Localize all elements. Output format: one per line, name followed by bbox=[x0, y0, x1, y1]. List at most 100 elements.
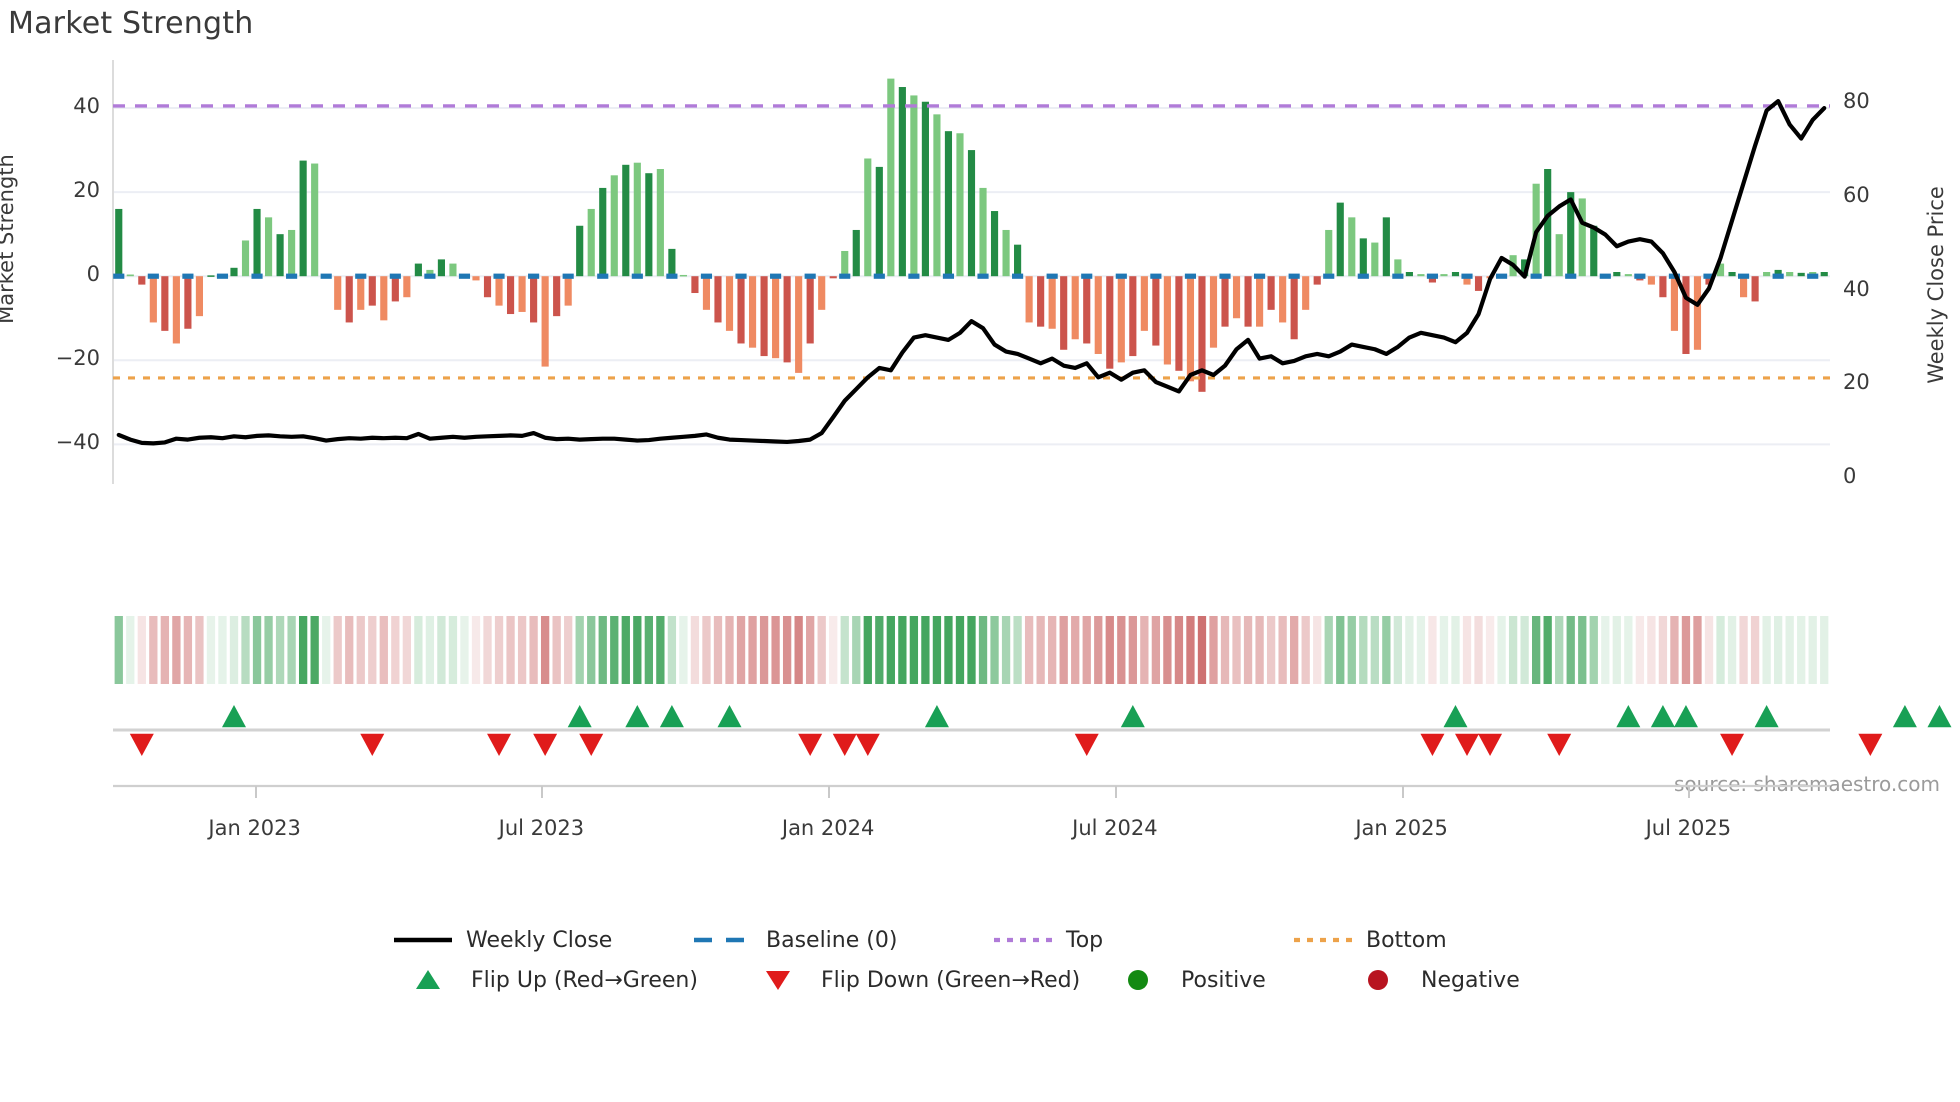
flip-down-marker bbox=[1455, 733, 1480, 756]
heatmap-cell bbox=[275, 616, 285, 684]
bar bbox=[1659, 276, 1667, 298]
heatmap-cell bbox=[494, 616, 504, 684]
bar bbox=[944, 131, 953, 277]
bar bbox=[1774, 269, 1782, 277]
bar bbox=[887, 78, 895, 277]
bar bbox=[1348, 217, 1356, 277]
legend-item[interactable]: Flip Down (Green→Red) bbox=[735, 960, 1095, 1000]
heatmap-cell bbox=[1820, 616, 1829, 684]
flip-up-marker bbox=[1443, 705, 1468, 728]
heatmap-cell bbox=[1013, 616, 1022, 684]
bar bbox=[1693, 276, 1702, 350]
bar bbox=[1244, 276, 1252, 327]
legend-item[interactable]: Negative bbox=[1335, 960, 1575, 1000]
bar bbox=[841, 250, 849, 277]
heatmap-cell bbox=[1001, 616, 1011, 684]
heatmap-cell bbox=[1301, 616, 1310, 684]
flip-up-marker bbox=[1650, 705, 1675, 728]
heatmap-cell bbox=[1174, 616, 1184, 684]
heatmap-cell bbox=[932, 616, 942, 684]
bar bbox=[1463, 276, 1471, 285]
heatmap-cell bbox=[1024, 616, 1034, 684]
bar-series bbox=[115, 78, 1828, 392]
x-axis-tickmark bbox=[828, 786, 831, 798]
heatmap-cell bbox=[667, 616, 677, 684]
triangle-up-icon bbox=[416, 970, 440, 989]
bar bbox=[691, 276, 699, 294]
heatmap-cell bbox=[206, 616, 216, 684]
heatmap-cell bbox=[1082, 616, 1091, 684]
bar bbox=[1544, 169, 1552, 277]
bar bbox=[161, 276, 169, 331]
legend-label: Top bbox=[1066, 927, 1104, 953]
heatmap-cell bbox=[1313, 616, 1322, 684]
bar bbox=[230, 267, 238, 277]
heatmap-cell bbox=[160, 616, 170, 684]
heatmap-cell bbox=[264, 616, 273, 684]
heatmap-cell bbox=[713, 616, 723, 684]
heatmap-cell bbox=[644, 616, 653, 684]
legend-item[interactable]: Weekly Close bbox=[380, 920, 680, 960]
legend-glyph bbox=[385, 967, 471, 993]
heatmap-cell bbox=[1278, 616, 1287, 684]
heatmap-cell bbox=[414, 616, 423, 684]
bar bbox=[910, 95, 918, 277]
legend-item[interactable]: Baseline (0) bbox=[680, 920, 980, 960]
heatmap-cell bbox=[471, 616, 481, 684]
heatmap-cell bbox=[126, 616, 135, 684]
heatmap-cell bbox=[817, 616, 826, 684]
bar bbox=[495, 276, 503, 306]
legend-glyph bbox=[680, 927, 766, 953]
heatmap-cell bbox=[229, 616, 239, 684]
bar bbox=[253, 208, 261, 277]
bar bbox=[818, 276, 826, 310]
flip-down-marker bbox=[487, 733, 512, 756]
legend-item[interactable]: Top bbox=[980, 920, 1280, 960]
bar bbox=[622, 164, 630, 277]
bar bbox=[737, 276, 745, 344]
heatmap-cell bbox=[898, 616, 907, 684]
bar bbox=[264, 217, 273, 277]
heatmap-cell bbox=[598, 616, 607, 684]
legend-item[interactable]: Positive bbox=[1095, 960, 1335, 1000]
flip-up-marker bbox=[924, 705, 949, 728]
y-axis-left-tick: 0 bbox=[86, 262, 100, 287]
bar bbox=[1048, 276, 1056, 329]
heatmap-cell bbox=[1117, 616, 1126, 684]
heatmap-cell bbox=[967, 616, 976, 684]
x-axis-tickmark bbox=[1401, 786, 1404, 798]
bar bbox=[1025, 276, 1033, 323]
heatmap-cell bbox=[1324, 616, 1333, 684]
legend-row-markers: Flip Up (Red→Green) Flip Down (Green→Red)… bbox=[0, 960, 1960, 1000]
legend-label: Bottom bbox=[1366, 927, 1447, 953]
flip-up-marker bbox=[567, 705, 592, 728]
heatmap-cell bbox=[1727, 616, 1737, 684]
heatmap-cell bbox=[1393, 616, 1403, 684]
heatmap-cell bbox=[1290, 616, 1299, 684]
heatmap-cell bbox=[1739, 616, 1748, 684]
bar bbox=[760, 276, 768, 357]
heatmap-cell bbox=[1520, 616, 1529, 684]
heatmap-cell bbox=[840, 616, 849, 684]
bar bbox=[1682, 276, 1690, 354]
heatmap-cell bbox=[944, 616, 953, 684]
heatmap-cell bbox=[1094, 616, 1103, 684]
flip-down-marker bbox=[1074, 733, 1099, 756]
heatmap-cell bbox=[621, 616, 630, 684]
legend-item[interactable]: Bottom bbox=[1280, 920, 1580, 960]
y-axis-right-tick: 40 bbox=[1843, 276, 1870, 301]
bar bbox=[806, 276, 814, 344]
flip-up-marker bbox=[221, 705, 246, 728]
heatmap-cell bbox=[345, 616, 354, 684]
x-axis-tick: Jul 2024 bbox=[1072, 816, 1158, 840]
bar bbox=[1417, 274, 1425, 277]
x-axis-tickmark bbox=[254, 786, 257, 798]
heatmap-cell bbox=[437, 616, 446, 684]
bar bbox=[610, 175, 618, 277]
flip-up-marker bbox=[717, 705, 742, 728]
legend-item[interactable]: Flip Up (Red→Green) bbox=[385, 960, 735, 1000]
heatmap-cell bbox=[1716, 616, 1725, 684]
bar bbox=[357, 276, 365, 310]
heatmap-cell bbox=[1428, 616, 1437, 684]
heatmap-cell bbox=[1485, 616, 1495, 684]
